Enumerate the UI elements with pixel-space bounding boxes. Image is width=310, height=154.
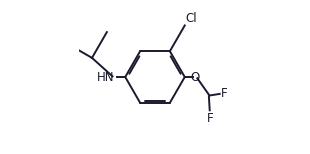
Text: O: O [191, 71, 200, 83]
Text: F: F [221, 87, 228, 100]
Text: Cl: Cl [186, 12, 197, 25]
Text: HN: HN [97, 71, 115, 83]
Text: F: F [206, 112, 213, 125]
